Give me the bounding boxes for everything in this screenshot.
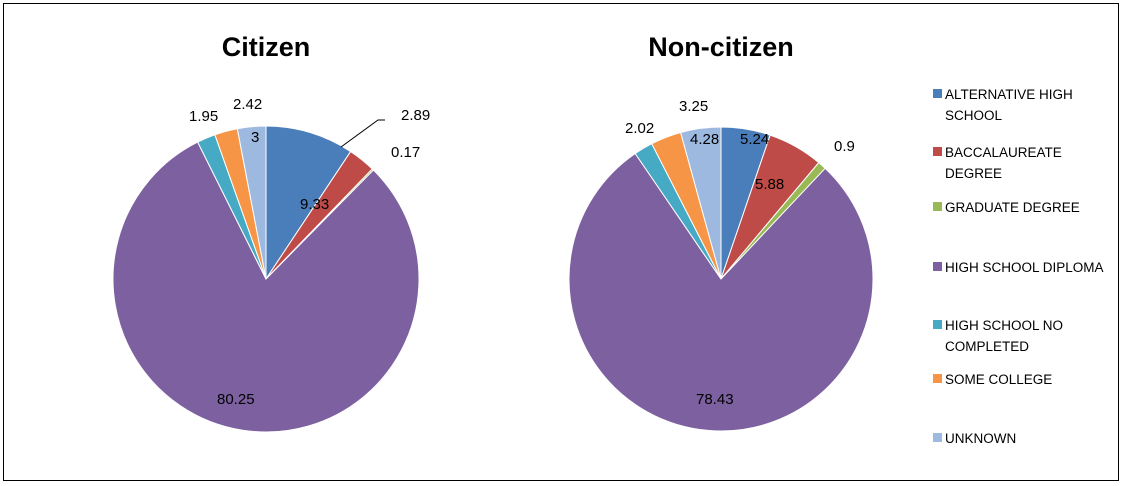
data-label-citizen-high-school-diploma: 80.25 [217,391,255,408]
pie-slice-non-citizen-high-school-diploma [568,152,874,432]
legend: ALTERNATIVE HIGH SCHOOL BACCALAUREATE DEGRE… [933,87,1104,446]
data-label-citizen-high-school-no-completed: 1.95 [189,108,218,125]
legend-label-high-school-no-completed: COMPLETED [945,339,1029,354]
leader-line-citizen-baccalaureate-degree [340,119,385,148]
data-label-non-citizen-graduate-degree: 0.9 [834,138,855,155]
legend-swatch-graduate-degree [933,202,942,211]
legend-item-some-college: SOME COLLEGE [933,372,1052,387]
data-label-non-citizen-alternative-high-school: 5.24 [740,131,769,148]
legend-label-some-college: SOME COLLEGE [945,372,1052,387]
legend-item-alternative-high-school: ALTERNATIVE HIGH SCHOOL [933,87,1073,123]
legend-item-high-school-no-completed: HIGH SCHOOL NO COMPLETED [933,318,1063,354]
data-label-non-citizen-baccalaureate-degree: 5.88 [755,176,784,193]
data-label-non-citizen-some-college: 3.25 [679,98,708,115]
legend-swatch-high-school-no-completed [933,320,942,329]
data-label-non-citizen-high-school-diploma: 78.43 [696,391,734,408]
legend-item-baccalaureate-degree: BACCALAUREATE DEGREE [933,145,1062,181]
legend-label-alternative-high-school: SCHOOL [945,108,1003,123]
pie-slice-citizen-alternative-high-school [265,125,352,281]
chart-title-non-citizen: Non-citizen [648,32,794,62]
legend-label-graduate-degree: GRADUATE DEGREE [945,200,1080,215]
legend-swatch-alternative-high-school [933,89,942,98]
legend-swatch-high-school-diploma [933,262,942,271]
legend-item-unknown: UNKNOWN [933,431,1016,446]
data-label-citizen-graduate-degree: 0.17 [391,144,420,161]
legend-label-unknown: UNKNOWN [945,431,1016,446]
legend-label-baccalaureate-degree: DEGREE [945,166,1002,181]
legend-label-alternative-high-school: ALTERNATIVE HIGH [945,87,1073,102]
data-label-citizen-baccalaureate-degree: 2.89 [401,107,430,124]
pie-slice-non-citizen-unknown [680,126,722,280]
legend-label-high-school-diploma: HIGH SCHOOL DIPLOMA [945,260,1104,275]
data-label-non-citizen-high-school-no-completed: 2.02 [625,120,654,137]
legend-swatch-some-college [933,374,942,383]
pie-slice-citizen-unknown [236,125,267,280]
legend-label-high-school-no-completed: HIGH SCHOOL NO [945,318,1063,333]
legend-swatch-baccalaureate-degree [933,147,942,156]
pie-citizen: 9.33 2.89 0.17 80.25 1.95 2.42 3 [112,96,430,433]
data-label-citizen-alternative-high-school: 9.33 [300,196,329,213]
data-label-citizen-unknown: 3 [251,129,259,146]
data-label-non-citizen-unknown: 4.28 [690,131,719,148]
chart-title-citizen: Citizen [222,32,311,62]
legend-item-high-school-diploma: HIGH SCHOOL DIPLOMA [933,260,1104,275]
legend-item-graduate-degree: GRADUATE DEGREE [933,200,1080,215]
pie-non-citizen: 5.24 5.88 0.9 78.43 2.02 3.25 4.28 [568,98,874,432]
legend-label-baccalaureate-degree: BACCALAUREATE [945,145,1062,160]
pie-slice-citizen-high-school-diploma [112,141,420,433]
data-label-citizen-some-college: 2.42 [233,96,262,113]
legend-swatch-unknown [933,433,942,442]
